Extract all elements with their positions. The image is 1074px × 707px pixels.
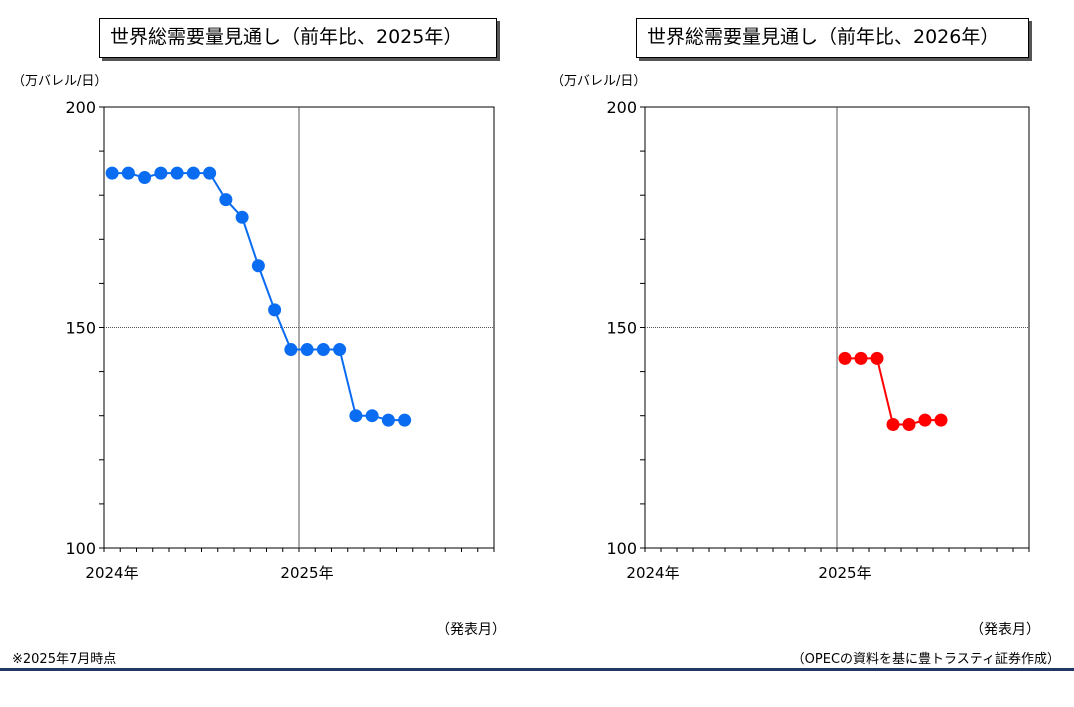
x-axis-label-2025: （発表月）: [436, 622, 506, 638]
data-point: [902, 418, 916, 432]
y-tick-label: 100: [606, 539, 637, 558]
data-point: [398, 413, 412, 427]
data-point: [235, 210, 249, 224]
data-point: [170, 166, 184, 180]
data-point: [121, 166, 135, 180]
data-point: [300, 343, 314, 357]
data-point: [365, 409, 379, 423]
chart-2025: 100 150 200 2024年 2025年: [65, 98, 495, 582]
data-point: [203, 166, 217, 180]
y-axis-unit-2026: （万バレル/日）: [551, 74, 647, 89]
y-tick-label: 150: [606, 319, 637, 338]
data-point: [918, 413, 932, 427]
data-point: [268, 303, 282, 317]
x-tick-label: 2025年: [280, 564, 333, 582]
data-point: [138, 171, 152, 185]
chart-2026: 100 150 200 2024年 2025年: [606, 98, 1030, 582]
data-point: [381, 413, 395, 427]
y-tick-label: 200: [65, 98, 96, 117]
x-tick-label: 2025年: [818, 564, 871, 582]
data-point: [333, 343, 347, 357]
as-of-note: ※2025年7月時点: [12, 652, 117, 667]
data-point: [349, 409, 363, 423]
data-point: [870, 351, 884, 365]
data-point: [886, 418, 900, 432]
footer-divider: [0, 668, 1074, 671]
data-point: [934, 413, 948, 427]
y-tick-label: 200: [606, 98, 637, 117]
x-tick-label: 2024年: [85, 564, 138, 582]
x-tick-label: 2024年: [626, 564, 679, 582]
series-line: [112, 172, 405, 422]
data-point: [838, 351, 852, 365]
data-point: [186, 166, 200, 180]
data-point: [219, 193, 233, 207]
source-note: （OPECの資料を基に豊トラスティ証券作成）: [791, 652, 1060, 667]
y-tick-label: 100: [65, 539, 96, 558]
data-point: [316, 343, 330, 357]
chart-title-2025: 世界総需要量見通し（前年比、2025年）: [99, 18, 497, 58]
y-tick-label: 150: [65, 319, 96, 338]
chart-title-2026: 世界総需要量見通し（前年比、2026年）: [636, 18, 1029, 58]
x-axis-label-2026: （発表月）: [970, 622, 1040, 638]
data-point: [105, 166, 119, 180]
data-point: [251, 259, 265, 273]
data-point: [854, 351, 868, 365]
y-axis-unit-2025: （万バレル/日）: [12, 74, 108, 89]
data-point: [154, 166, 168, 180]
data-point: [284, 343, 298, 357]
